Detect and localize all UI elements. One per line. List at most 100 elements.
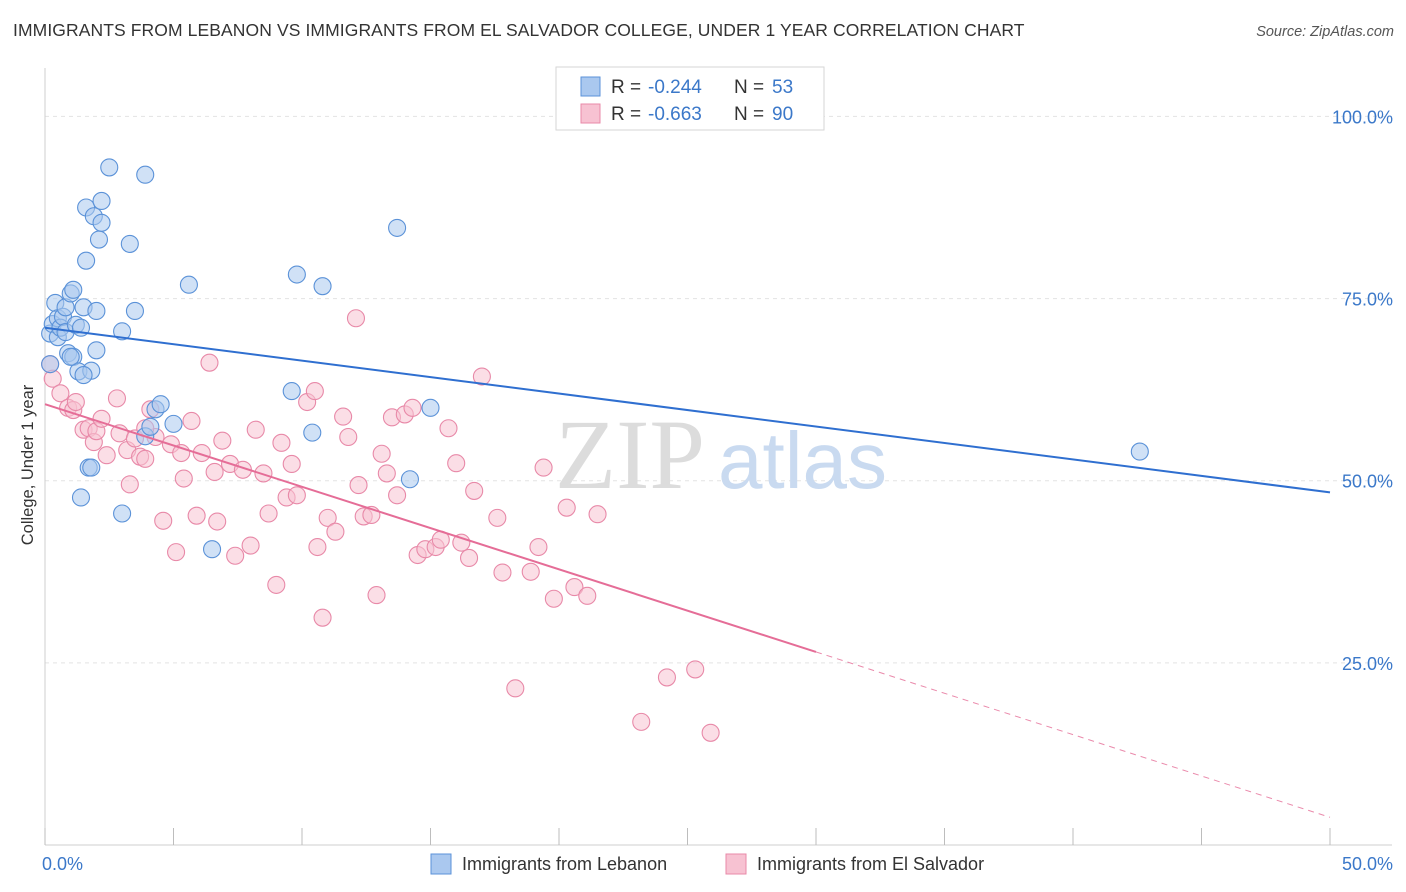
lebanon-point-33 xyxy=(125,301,144,321)
el-salvador-point-40 xyxy=(267,575,286,594)
el-salvador-point-78 xyxy=(529,537,548,557)
el-salvador-point-30 xyxy=(205,462,224,482)
axes xyxy=(44,68,1392,846)
el-salvador-point-63 xyxy=(403,398,422,417)
lebanon-point-40 xyxy=(179,275,198,294)
el-salvador-point-54 xyxy=(349,476,368,495)
legend-swatch-lebanon xyxy=(430,853,452,875)
el-salvador-point-85 xyxy=(632,712,651,731)
legend-label-lebanon: Immigrants from Lebanon xyxy=(462,854,667,874)
lebanon-point-29 xyxy=(100,158,119,177)
el-salvador-point-72 xyxy=(465,481,484,500)
lebanon-point-31 xyxy=(113,504,132,523)
el-salvador-point-29 xyxy=(200,353,219,372)
el-salvador-point-27 xyxy=(187,506,206,525)
lebanon-point-52 xyxy=(74,366,93,385)
stats-r-value-lebanon: -0.244 xyxy=(648,77,702,98)
grid-lines xyxy=(45,115,1392,664)
el-salvador-point-31 xyxy=(208,512,227,531)
el-salvador-point-37 xyxy=(246,420,265,439)
el-salvador-point-57 xyxy=(367,586,386,605)
legend-swatch-el-salvador xyxy=(725,853,747,875)
y-tick-labels: 25.0% 50.0% 75.0% 100.0% xyxy=(1332,107,1393,673)
y-tick-label-3: 100.0% xyxy=(1332,107,1393,127)
el-salvador-point-39 xyxy=(259,504,278,523)
watermark-atlas: atlas xyxy=(718,416,887,505)
el-salvador-point-84 xyxy=(588,505,607,524)
el-salvador-point-36 xyxy=(241,536,260,555)
stats-swatch-lebanon xyxy=(580,76,601,97)
lebanon-point-44 xyxy=(303,423,322,442)
el-salvador-point-69 xyxy=(447,454,466,473)
el-salvador-point-41 xyxy=(272,433,291,452)
el-salvador-point-15 xyxy=(120,475,139,494)
lebanon-point-51 xyxy=(61,347,80,366)
lebanon-point-45 xyxy=(313,277,332,296)
el-salvador-point-75 xyxy=(493,563,512,582)
el-salvador-point-76 xyxy=(506,679,525,698)
el-salvador-point-12 xyxy=(107,389,127,408)
lebanon-point-32 xyxy=(120,234,139,253)
legend-label-el-salvador: Immigrants from El Salvador xyxy=(757,854,984,874)
lebanon-point-30 xyxy=(113,322,132,341)
el-salvador-point-49 xyxy=(318,508,337,527)
y-tick-label-1: 50.0% xyxy=(1342,472,1393,492)
lebanon-point-41 xyxy=(203,540,222,559)
lebanon-point-46 xyxy=(388,218,407,237)
lebanon-point-42 xyxy=(282,382,301,401)
lebanon-point-27 xyxy=(82,458,101,477)
el-salvador-point-11 xyxy=(97,446,116,465)
stats-r-label-el-salvador: R = xyxy=(611,104,641,125)
lebanon-point-48 xyxy=(421,398,440,417)
el-salvador-point-83 xyxy=(578,586,597,605)
el-salvador-point-59 xyxy=(377,464,396,483)
el-salvador-point-44 xyxy=(287,486,306,505)
lebanon-point-28 xyxy=(71,488,91,507)
el-salvador-point-51 xyxy=(334,407,353,426)
y-tick-label-2: 75.0% xyxy=(1342,290,1393,310)
y-tick-label-0: 25.0% xyxy=(1342,654,1393,674)
stats-r-label-lebanon: R = xyxy=(611,77,641,98)
el-salvador-point-43 xyxy=(282,454,301,474)
el-salvador-point-81 xyxy=(557,498,576,517)
lebanon-point-35 xyxy=(136,165,155,184)
stats-n-value-el-salvador: 90 xyxy=(772,104,793,125)
el-salvador-point-28 xyxy=(192,443,211,463)
el-salvador-trend-line xyxy=(44,403,817,653)
el-salvador-point-77 xyxy=(521,562,540,581)
source-credit: Source: ZipAtlas.com xyxy=(1256,24,1394,40)
el-salvador-point-79 xyxy=(534,458,553,477)
el-salvador-point-25 xyxy=(174,469,193,488)
trend-lines xyxy=(44,326,1331,818)
el-salvador-point-34 xyxy=(226,546,245,565)
y-axis-label: College, Under 1 year xyxy=(19,384,37,545)
lebanon-point-25 xyxy=(92,191,111,210)
el-salvador-point-32 xyxy=(213,431,232,450)
chart-title: IMMIGRANTS FROM LEBANON VS IMMIGRANTS FR… xyxy=(13,20,1025,40)
el-salvador-point-58 xyxy=(372,444,391,463)
el-salvador-point-53 xyxy=(346,309,366,328)
lebanon-point-36 xyxy=(141,417,160,436)
stats-r-value-el-salvador: -0.663 xyxy=(648,104,702,125)
el-salvador-point-2 xyxy=(51,384,70,403)
lebanon-point-49 xyxy=(1130,442,1149,461)
legend: Immigrants from Lebanon Immigrants from … xyxy=(430,853,984,875)
lebanon-point-26 xyxy=(92,213,111,232)
x-tick-label-1: 50.0% xyxy=(1342,854,1393,874)
stats-box: R = -0.244 N = 53 R = -0.663 N = 90 xyxy=(555,66,825,131)
el-salvador-point-48 xyxy=(313,608,332,627)
el-salvador-point-46 xyxy=(305,382,324,401)
el-salvador-point-71 xyxy=(459,548,479,567)
lebanon-trend-line xyxy=(44,326,1331,494)
lebanon-point-50 xyxy=(41,355,60,374)
el-salvador-point-74 xyxy=(488,508,507,527)
stats-n-label-el-salvador: N = xyxy=(734,104,764,125)
el-salvador-trend-extension xyxy=(815,651,1331,818)
el-salvador-point-21 xyxy=(154,511,173,530)
stats-n-value-lebanon: 53 xyxy=(772,77,793,98)
el-salvador-point-87 xyxy=(686,660,705,679)
lebanon-point-23 xyxy=(87,341,106,360)
el-salvador-point-73 xyxy=(472,367,491,386)
el-salvador-point-52 xyxy=(339,427,358,447)
